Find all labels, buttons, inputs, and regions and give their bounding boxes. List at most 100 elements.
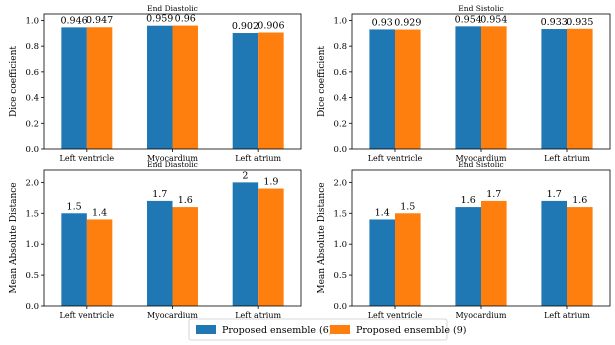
chart-panel-4: 1.4 1.6 1.7 1.5 1.7 1.6 0.0 0.5 1.0 1.5 2.0 Left ve… bbox=[317, 160, 611, 320]
chart-panel-3: 1.5 1.7 2 1.4 1.6 1.9 0.0 0.5 1.0 1.5 2.0 Left vent… bbox=[9, 160, 302, 320]
chart-title-1: End Diastolic bbox=[147, 4, 198, 13]
bar-1-s1-c2 bbox=[147, 25, 173, 150]
bar-4-s2-c1 bbox=[395, 213, 421, 306]
x-tick-label-1-3: Left atrium bbox=[235, 154, 281, 163]
legend-swatch-series-2 bbox=[330, 325, 350, 334]
chart-panel-2: 0.93 0.954 0.933 0.929 0.954 0.935 0.0 0.2 0.4 0.… bbox=[317, 4, 611, 163]
bar-value-label-1-s2-c1: 0.947 bbox=[86, 15, 113, 26]
bar-2-s2-c1 bbox=[395, 29, 421, 149]
y-tick-label-4-1: 0.0 bbox=[333, 302, 347, 312]
chart-title-4: End Sistolic bbox=[458, 160, 503, 169]
x-tick-label-4-2: Myocardium bbox=[455, 311, 506, 320]
legend-label-series-2: Proposed ensemble (9) bbox=[356, 325, 467, 336]
y-tick-label-1-3: 0.4 bbox=[25, 94, 39, 104]
legend-swatch-series-1 bbox=[196, 325, 216, 334]
bar-4-s1-c1 bbox=[369, 219, 395, 306]
chart-panel-1: 0.946 0.959 0.902 0.947 0.96 0.906 0.0 0.2 0.4 0.… bbox=[9, 4, 302, 163]
bar-value-label-1-s1-c1: 0.946 bbox=[60, 15, 87, 26]
bar-value-label-2-s2-c1: 0.929 bbox=[394, 18, 421, 29]
bar-3-s1-c3 bbox=[232, 182, 259, 306]
bar-1-s2-c1 bbox=[86, 27, 113, 149]
x-tick-label-2-2: Myocardium bbox=[455, 154, 506, 163]
chart-title-3: End Diastolic bbox=[147, 160, 198, 169]
x-tick-label-3-2: Myocardium bbox=[147, 311, 198, 320]
y-tick-label-3-2: 0.5 bbox=[25, 271, 39, 281]
bar-value-label-3-s1-c2: 1.7 bbox=[152, 189, 167, 200]
bar-value-label-2-s2-c2: 0.954 bbox=[480, 14, 507, 25]
bar-2-s1-c1 bbox=[369, 29, 395, 149]
bar-2-s1-c2 bbox=[455, 26, 481, 149]
x-tick-label-4-1: Left ventricle bbox=[368, 311, 423, 320]
y-tick-label-3-1: 0.0 bbox=[25, 302, 39, 312]
bar-value-label-1-s1-c2: 0.959 bbox=[146, 14, 173, 25]
bar-1-s2-c2 bbox=[172, 25, 198, 150]
bar-value-label-2-s2-c3: 0.935 bbox=[566, 17, 593, 28]
bar-value-label-4-s1-c2: 1.6 bbox=[461, 195, 476, 206]
bar-value-label-4-s2-c3: 1.6 bbox=[572, 195, 587, 206]
y-axis-label-1: Dice coefficient bbox=[9, 46, 19, 117]
bar-3-s1-c2 bbox=[147, 200, 173, 306]
y-tick-label-1-4: 0.6 bbox=[25, 68, 39, 78]
bar-value-label-4-s2-c2: 1.7 bbox=[486, 189, 501, 200]
y-tick-label-1-5: 0.8 bbox=[25, 42, 39, 52]
bar-value-label-3-s2-c2: 1.6 bbox=[178, 195, 193, 206]
bar-1-s1-c3 bbox=[232, 33, 259, 149]
y-tick-label-4-3: 1.0 bbox=[333, 240, 347, 250]
bar-value-label-3-s1-c1: 1.5 bbox=[67, 201, 82, 212]
x-tick-label-1-2: Myocardium bbox=[147, 154, 198, 163]
y-tick-label-3-3: 1.0 bbox=[25, 240, 39, 250]
y-tick-label-3-4: 1.5 bbox=[25, 209, 39, 219]
y-tick-label-2-3: 0.4 bbox=[333, 94, 347, 104]
y-tick-label-2-6: 1.0 bbox=[333, 16, 347, 26]
y-tick-label-4-4: 1.5 bbox=[333, 209, 347, 219]
legend: Proposed ensemble (6) Proposed ensemble … bbox=[188, 318, 467, 341]
y-tick-label-1-2: 0.2 bbox=[25, 119, 39, 129]
y-tick-label-2-4: 0.6 bbox=[333, 68, 347, 78]
chart-title-2: End Sistolic bbox=[458, 4, 503, 13]
bar-3-s2-c3 bbox=[258, 188, 284, 306]
bar-value-label-4-s1-c3: 1.7 bbox=[547, 189, 562, 200]
x-tick-label-2-1: Left ventricle bbox=[368, 154, 423, 163]
bar-4-s1-c3 bbox=[541, 200, 567, 306]
y-axis-label-2: Dice coefficient bbox=[317, 46, 327, 117]
bar-value-label-4-s2-c1: 1.5 bbox=[400, 201, 415, 212]
bar-value-label-1-s2-c2: 0.96 bbox=[175, 14, 196, 25]
x-tick-label-4-3: Left atrium bbox=[544, 311, 590, 320]
y-tick-label-4-2: 0.5 bbox=[333, 271, 347, 281]
y-tick-label-2-1: 0.0 bbox=[333, 145, 347, 155]
legend-frame bbox=[188, 318, 448, 341]
bar-value-label-1-s2-c3: 0.906 bbox=[257, 21, 284, 32]
bar-2-s2-c2 bbox=[481, 26, 507, 149]
bar-4-s2-c2 bbox=[481, 200, 507, 306]
x-tick-label-1-1: Left ventricle bbox=[60, 154, 115, 163]
bar-value-label-1-s1-c3: 0.902 bbox=[232, 21, 259, 32]
bar-2-s2-c3 bbox=[567, 28, 593, 150]
bar-value-label-2-s1-c3: 0.933 bbox=[541, 17, 568, 28]
y-tick-label-3-5: 2.0 bbox=[25, 178, 39, 188]
x-tick-label-3-1: Left ventricle bbox=[60, 311, 115, 320]
bar-value-label-3-s2-c1: 1.4 bbox=[92, 207, 107, 218]
x-tick-label-3-3: Left atrium bbox=[235, 311, 281, 320]
bar-value-label-2-s1-c2: 0.954 bbox=[455, 14, 482, 25]
y-tick-label-1-1: 0.0 bbox=[25, 145, 39, 155]
bar-4-s2-c3 bbox=[567, 207, 593, 306]
bar-3-s2-c1 bbox=[86, 219, 113, 306]
bar-value-label-4-s1-c1: 1.4 bbox=[375, 207, 390, 218]
y-tick-label-2-5: 0.8 bbox=[333, 42, 347, 52]
bar-value-label-2-s1-c1: 0.93 bbox=[372, 17, 393, 28]
bar-1-s1-c1 bbox=[61, 27, 87, 149]
bar-value-label-3-s1-c3: 2 bbox=[242, 170, 248, 181]
y-axis-label-3: Mean Absolute Distance bbox=[9, 182, 19, 293]
bar-4-s1-c2 bbox=[455, 207, 481, 306]
bar-3-s1-c1 bbox=[61, 213, 87, 306]
bar-3-s2-c2 bbox=[172, 207, 198, 306]
bar-2-s1-c3 bbox=[541, 29, 567, 150]
bar-value-label-3-s2-c3: 1.9 bbox=[263, 177, 278, 188]
bar-1-s2-c3 bbox=[258, 32, 284, 150]
legend-label-series-1: Proposed ensemble (6) bbox=[222, 325, 333, 336]
y-tick-label-2-2: 0.2 bbox=[333, 119, 347, 129]
x-tick-label-2-3: Left atrium bbox=[544, 154, 590, 163]
y-axis-label-4: Mean Absolute Distance bbox=[317, 182, 327, 293]
y-tick-label-4-5: 2.0 bbox=[333, 178, 347, 188]
